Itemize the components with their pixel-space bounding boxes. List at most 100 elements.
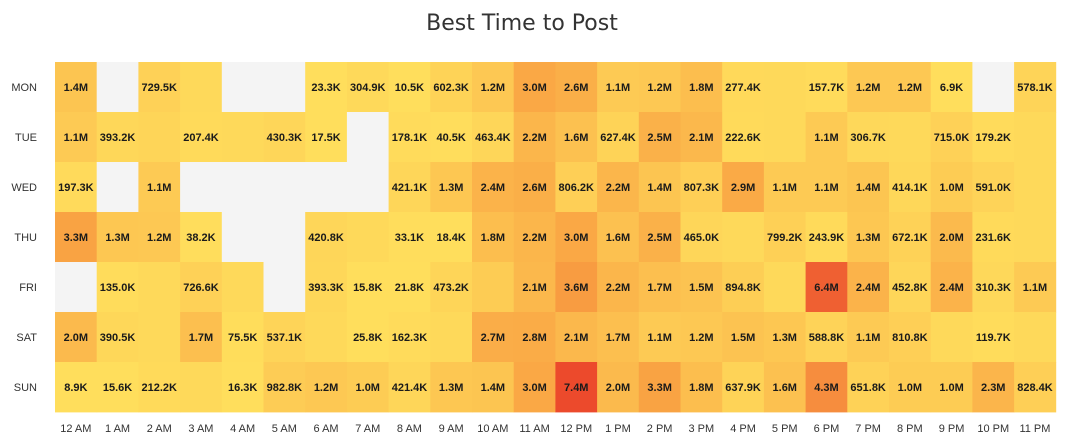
cell-sat-10-pm	[972, 312, 1015, 363]
cell-sat-8-pm	[889, 312, 932, 363]
cell-value-label: 1.3M	[105, 232, 129, 244]
cell-wed-12-am	[55, 162, 98, 213]
cell-value-label: 1.0M	[898, 382, 922, 394]
cell-value-label: 1.6M	[606, 232, 630, 244]
cell-sun-3-am	[180, 362, 223, 413]
cell-tue-8-am	[388, 112, 431, 163]
cell-value-label: 2.0M	[606, 382, 630, 394]
cell-wed-6-am	[305, 162, 348, 213]
cell-value-label: 7.4M	[564, 382, 588, 394]
cell-sun-11-am	[513, 362, 556, 413]
cell-value-label: 2.5M	[647, 232, 671, 244]
cell-sat-7-pm	[847, 312, 890, 363]
cell-sun-2-am	[138, 362, 181, 413]
cell-thu-4-am	[221, 212, 264, 263]
cell-tue-7-pm	[847, 112, 890, 163]
cell-mon-5-pm	[763, 62, 806, 113]
column-label-7-am: 7 AM	[355, 423, 380, 435]
cell-value-label: 243.9K	[809, 232, 845, 244]
cell-value-label: 21.8K	[395, 282, 424, 294]
cell-tue-5-pm	[763, 112, 806, 163]
cell-value-label: 2.6M	[564, 82, 588, 94]
cell-sat-5-am	[263, 312, 306, 363]
cell-value-label: 1.3M	[439, 382, 463, 394]
cell-value-label: 1.7M	[189, 332, 213, 344]
cell-sun-7-am	[346, 362, 389, 413]
cell-mon-2-pm	[638, 62, 681, 113]
cell-fri-9-am	[430, 262, 473, 313]
column-labels: 12 AM 1 AM 2 AM 3 AM 4 AM 5 AM 6 AM 7 AM 8 AM 9 A…	[60, 423, 1050, 435]
cell-mon-10-pm	[972, 62, 1015, 113]
cell-value-label: 135.0K	[100, 282, 136, 294]
cell-value-label: 304.9K	[350, 82, 386, 94]
cell-sun-8-pm	[889, 362, 932, 413]
cell-value-label: 421.1K	[392, 182, 428, 194]
cell-wed-2-am	[138, 162, 181, 213]
cell-sun-12-pm	[555, 362, 598, 413]
cell-value-label: 894.8K	[725, 282, 761, 294]
cell-tue-8-pm	[889, 112, 932, 163]
cell-sun-10-am	[472, 362, 515, 413]
cell-wed-1-am	[96, 162, 139, 213]
cell-fri-1-am	[96, 262, 139, 313]
cell-thu-3-am	[180, 212, 223, 263]
cell-mon-7-pm	[847, 62, 890, 113]
cell-value-label: 715.0K	[934, 132, 970, 144]
cell-thu-8-am	[388, 212, 431, 263]
cell-value-label: 1.8M	[689, 82, 713, 94]
cell-value-label: 1.1M	[1023, 282, 1047, 294]
cell-sun-7-pm	[847, 362, 890, 413]
cell-value-label: 473.2K	[433, 282, 469, 294]
cell-wed-9-pm	[930, 162, 973, 213]
cell-tue-4-am	[221, 112, 264, 163]
cell-value-label: 3.6M	[564, 282, 588, 294]
cell-sat-4-am	[221, 312, 264, 363]
cell-tue-1-am	[96, 112, 139, 163]
column-label-7-pm: 7 PM	[855, 423, 881, 435]
cell-value-label: 2.6M	[522, 182, 546, 194]
cell-sat-8-am	[388, 312, 431, 363]
cell-value-label: 1.8M	[481, 232, 505, 244]
cell-fri-9-pm	[930, 262, 973, 313]
cell-tue-4-pm	[722, 112, 765, 163]
cell-value-label: 2.4M	[939, 282, 963, 294]
cell-sun-3-pm	[680, 362, 723, 413]
cell-mon-4-am	[221, 62, 264, 113]
cell-sun-6-am	[305, 362, 348, 413]
cell-value-label: 1.6M	[564, 132, 588, 144]
cell-fri-2-pm	[638, 262, 681, 313]
cell-sun-8-am	[388, 362, 431, 413]
cell-wed-8-pm	[889, 162, 932, 213]
cell-thu-1-am	[96, 212, 139, 263]
cell-fri-4-pm	[722, 262, 765, 313]
cell-value-label: 2.2M	[606, 182, 630, 194]
cell-fri-3-am	[180, 262, 223, 313]
cell-tue-6-pm	[805, 112, 848, 163]
cell-value-label: 2.2M	[606, 282, 630, 294]
cell-thu-5-am	[263, 212, 306, 263]
cell-value-label: 15.6K	[103, 382, 132, 394]
cell-fri-1-pm	[597, 262, 640, 313]
cell-value-label: 588.8K	[809, 332, 845, 344]
column-label-2-am: 2 AM	[147, 423, 172, 435]
cell-mon-9-pm	[930, 62, 973, 113]
cell-value-label: 4.3M	[814, 382, 838, 394]
column-label-3-am: 3 AM	[188, 423, 213, 435]
cell-sun-4-am	[221, 362, 264, 413]
cell-value-label: 627.4K	[600, 132, 636, 144]
cell-thu-5-pm	[763, 212, 806, 263]
cell-value-label: 2.1M	[564, 332, 588, 344]
cell-value-label: 1.1M	[647, 332, 671, 344]
cell-sun-1-am	[96, 362, 139, 413]
cell-value-label: 2.4M	[856, 282, 880, 294]
cell-thu-2-am	[138, 212, 181, 263]
cell-value-label: 1.1M	[856, 332, 880, 344]
cell-tue-10-am	[472, 112, 515, 163]
cell-wed-1-pm	[597, 162, 640, 213]
cell-sat-7-am	[346, 312, 389, 363]
column-label-4-pm: 4 PM	[730, 423, 756, 435]
cell-sun-9-pm	[930, 362, 973, 413]
cell-wed-11-am	[513, 162, 556, 213]
cell-value-label: 1.4M	[64, 82, 88, 94]
cell-value-label: 1.1M	[773, 182, 797, 194]
